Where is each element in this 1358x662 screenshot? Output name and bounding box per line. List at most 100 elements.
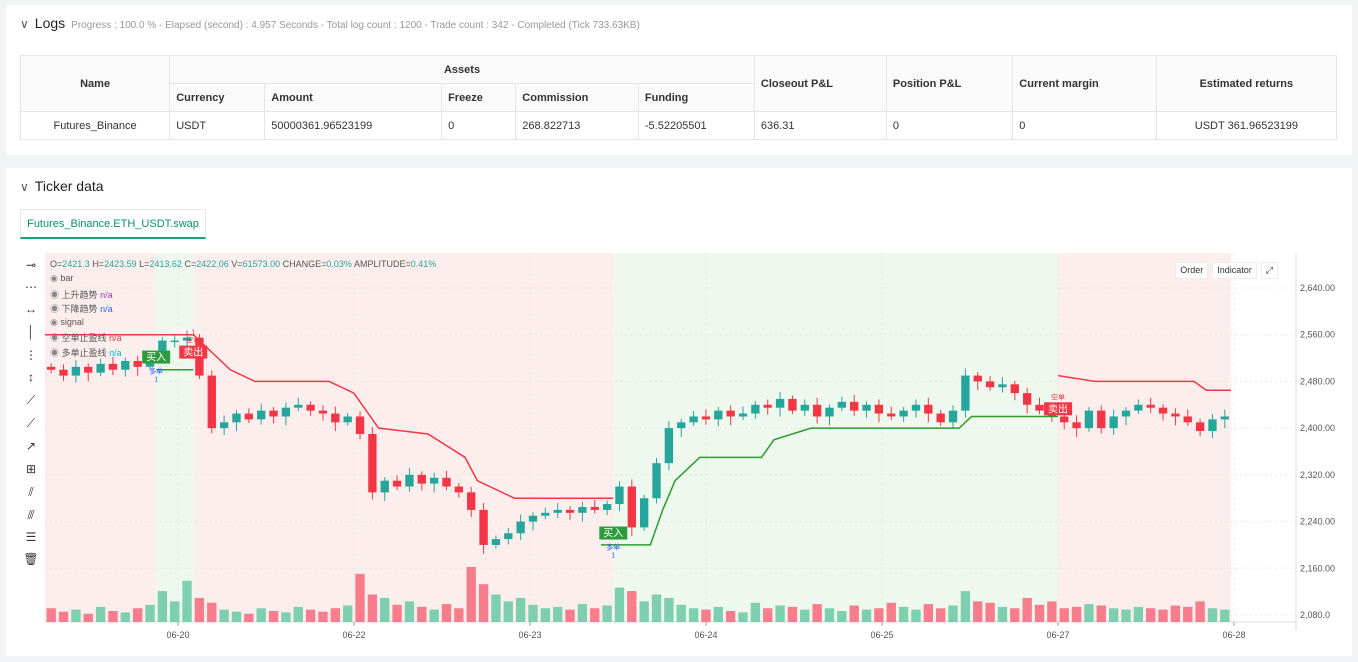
amp-label: AMPLITUDE=: [353, 259, 411, 269]
candle-body: [887, 413, 896, 417]
legend-value: n/a: [109, 347, 122, 358]
candle-body: [1171, 413, 1180, 417]
cell-name: Futures_Binance: [19, 111, 171, 140]
eye-icon[interactable]: ◉: [50, 316, 58, 327]
fullscreen-icon[interactable]: ⤢: [1260, 262, 1278, 279]
candle-body: [714, 410, 723, 420]
trash-icon[interactable]: 🗑: [23, 552, 39, 566]
volume-bar: [268, 611, 279, 622]
fib-levels-icon[interactable]: ☰: [25, 530, 37, 544]
legend-value: n/a: [100, 304, 113, 314]
volume-bar: [1084, 604, 1094, 622]
arrow-line-icon[interactable]: ↗: [25, 439, 37, 453]
logs-header[interactable]: ∨ Logs Progress : 100.0 % - Elapsed (secon…: [20, 15, 640, 31]
volume-bar: [1158, 609, 1168, 622]
volume-bar: [343, 605, 353, 622]
candle-body: [664, 428, 674, 464]
candle-body: [701, 416, 711, 420]
candle-body: [516, 521, 525, 534]
vertical-arrow-icon[interactable]: ↕: [28, 370, 34, 384]
volume-bar: [478, 584, 489, 622]
volume-bar: [441, 604, 452, 622]
signal-count-label: 1: [154, 377, 158, 384]
eye-icon[interactable]: ◉: [50, 347, 60, 358]
candle-body: [1035, 404, 1044, 411]
candle-body: [800, 404, 809, 411]
horizontal-ray-icon[interactable]: ⊸: [25, 258, 37, 272]
candle-body: [368, 433, 377, 493]
eye-icon[interactable]: ◉: [50, 289, 60, 300]
candle-body: [405, 474, 414, 487]
volume-bar: [1146, 608, 1156, 622]
chevron-down-icon[interactable]: ∨: [20, 180, 29, 194]
legend-label: 空单止盈线: [61, 333, 107, 343]
o-value: 2421.3: [62, 259, 90, 269]
volume-bar: [491, 594, 501, 622]
volume-bar: [849, 605, 859, 622]
legend-item[interactable]: ◉ 多单止盈线 n/a: [50, 346, 122, 359]
legend-item[interactable]: ◉ 下降趋势 n/a: [50, 302, 113, 315]
cell-closeout: 636.31: [753, 111, 887, 140]
candle-body: [998, 384, 1007, 388]
volume-bar: [182, 580, 192, 622]
candle-body: [602, 504, 612, 510]
volume-bar: [1010, 608, 1020, 622]
volume-bar: [627, 591, 637, 622]
candle-body: [1097, 410, 1106, 429]
vertical-line-icon[interactable]: │: [27, 325, 35, 339]
candle-body: [47, 366, 56, 370]
candle-body: [59, 369, 68, 376]
eye-icon[interactable]: ◉: [50, 273, 58, 283]
candle-body: [1010, 384, 1019, 394]
volume-bar: [763, 608, 773, 622]
legend-item[interactable]: ◉ signal: [50, 317, 84, 328]
tab-eth-usdt-swap[interactable]: Futures_Binance.ETH_USDT.swap: [20, 209, 206, 239]
candle-body: [590, 506, 599, 510]
ray-icon[interactable]: ⟋: [26, 416, 36, 430]
legend-item[interactable]: ◉ bar: [50, 273, 73, 284]
candle-body: [170, 340, 179, 343]
volume-bar: [1047, 601, 1057, 622]
volume-bar: [800, 609, 810, 622]
candle-body: [392, 480, 402, 487]
vertical-segment-icon[interactable]: ⋮: [25, 348, 37, 362]
candle-body: [1195, 422, 1205, 432]
ticker-header[interactable]: ∨ Ticker data: [20, 178, 104, 194]
candle-body: [257, 410, 266, 420]
signal-side-label: 多单: [149, 367, 163, 376]
legend-value: n/a: [100, 289, 113, 300]
volume-bar: [58, 611, 69, 622]
change-value: 0.03%: [326, 259, 352, 269]
horizontal-segment-icon[interactable]: ↔: [25, 302, 37, 316]
eye-icon[interactable]: ◉: [50, 304, 60, 314]
horizontal-line-icon[interactable]: ⋯: [25, 280, 37, 294]
volume-bar: [701, 609, 711, 622]
eye-icon[interactable]: ◉: [50, 333, 60, 343]
legend-item[interactable]: ◉ 空单止盈线 n/a: [50, 331, 122, 344]
c-value: 2422.06: [196, 259, 229, 269]
volume-bar: [207, 602, 217, 622]
indicator-button[interactable]: Indicator: [1212, 262, 1257, 279]
volume-bar: [553, 606, 563, 622]
cell-amount: 50000361.96523199: [264, 111, 443, 140]
price-range-icon[interactable]: ⊞: [25, 462, 37, 476]
candle-body: [1158, 407, 1168, 414]
candle-body: [1022, 393, 1032, 405]
signal-marker-label: 买入: [146, 352, 166, 364]
volume-bar: [824, 608, 835, 622]
candle-body: [528, 515, 538, 522]
order-button[interactable]: Order: [1175, 262, 1209, 279]
trend-line-icon[interactable]: ⟋: [26, 393, 36, 407]
volume-bar: [614, 587, 625, 622]
legend-item[interactable]: ◉ 上升趋势 n/a: [50, 288, 113, 301]
chevron-down-icon[interactable]: ∨: [20, 17, 29, 31]
volume-bar: [1133, 606, 1144, 622]
volume-bar: [1195, 601, 1205, 622]
candle-body: [553, 509, 562, 513]
parallel-channel-icon[interactable]: ⫽: [28, 485, 34, 499]
short-stop-line: [45, 333, 1231, 499]
candle-body: [442, 477, 451, 487]
volume-bar: [170, 601, 180, 622]
fib-icon[interactable]: ⫻: [27, 508, 35, 522]
